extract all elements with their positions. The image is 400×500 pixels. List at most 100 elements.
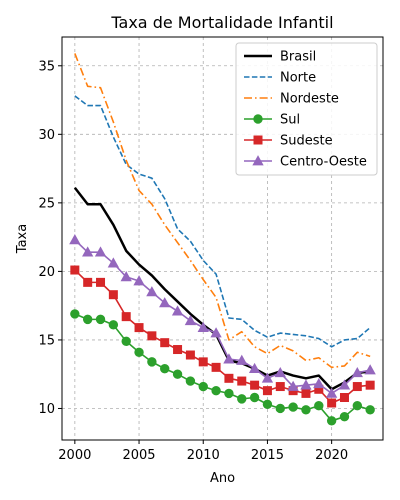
data-point-sul xyxy=(301,405,311,415)
data-point-centro-oeste xyxy=(287,380,299,391)
data-point-sudeste xyxy=(301,388,311,398)
data-point-sudeste xyxy=(121,312,131,322)
data-point-centro-oeste xyxy=(82,246,94,257)
series-sul xyxy=(70,309,375,426)
data-point-sul xyxy=(352,401,363,411)
data-point-sudeste xyxy=(327,398,337,408)
series-line-norte xyxy=(74,95,371,348)
data-point-sudeste xyxy=(224,373,234,383)
y-axis-label: Taxa xyxy=(15,224,30,254)
chart-title: Taxa de Mortalidade Infantil xyxy=(110,13,333,32)
data-point-sul xyxy=(185,376,196,386)
legend: Brasil Norte Nordeste Sul Sudeste Centro-Oest… xyxy=(235,42,378,176)
y-tick-label: 15 xyxy=(38,333,55,348)
legend-marker-sul xyxy=(253,114,263,124)
data-point-sul xyxy=(249,392,260,403)
data-point-sudeste xyxy=(160,338,170,348)
y-tick-label: 10 xyxy=(38,402,55,417)
series-norte xyxy=(74,95,371,348)
data-point-sul xyxy=(160,364,170,374)
data-point-centro-oeste xyxy=(197,321,209,332)
data-point-sudeste xyxy=(262,386,272,396)
data-point-sudeste xyxy=(250,380,260,390)
data-point-centro-oeste xyxy=(133,275,145,286)
legend-marker-sudeste xyxy=(253,135,263,145)
data-point-sudeste xyxy=(147,331,157,341)
data-point-sul xyxy=(82,314,93,325)
legend-label-centro-oeste: Centro-Oeste xyxy=(280,155,367,170)
legend-marker-centro-oeste xyxy=(252,155,264,166)
data-point-sudeste xyxy=(108,290,118,300)
x-axis-label: Ano xyxy=(210,471,235,486)
data-point-sul xyxy=(365,405,375,415)
data-point-centro-oeste xyxy=(171,305,184,316)
data-point-sul xyxy=(237,394,247,404)
series-centro-oeste xyxy=(69,234,376,398)
data-point-centro-oeste xyxy=(325,387,338,398)
legend-label-nordeste: Nordeste xyxy=(280,92,339,107)
data-point-centro-oeste xyxy=(236,354,248,365)
data-point-centro-oeste xyxy=(248,362,261,374)
data-point-sudeste xyxy=(70,265,80,275)
data-point-sul xyxy=(326,416,337,426)
data-point-sudeste xyxy=(352,382,362,392)
legend-label-norte: Norte xyxy=(280,71,316,86)
data-point-centro-oeste xyxy=(300,379,312,390)
data-point-sul xyxy=(262,399,273,410)
data-point-sul xyxy=(198,381,208,392)
data-point-sudeste xyxy=(339,393,349,403)
series-nordeste xyxy=(74,53,371,369)
series-line-nordeste xyxy=(74,53,371,369)
data-point-sul xyxy=(172,369,183,379)
data-point-sul xyxy=(70,309,80,319)
data-point-sudeste xyxy=(365,380,375,390)
x-tick-label: 2005 xyxy=(122,448,155,463)
data-point-sudeste xyxy=(83,277,93,287)
y-tick-label: 35 xyxy=(38,59,55,74)
data-point-centro-oeste xyxy=(184,314,197,326)
data-point-sudeste xyxy=(185,350,195,360)
y-tick-label: 25 xyxy=(38,196,55,211)
data-point-sul xyxy=(314,401,324,411)
data-point-sul xyxy=(121,336,131,347)
data-point-centro-oeste xyxy=(223,353,235,364)
data-point-centro-oeste xyxy=(159,297,171,308)
data-point-sudeste xyxy=(237,376,247,386)
series-group xyxy=(69,53,376,426)
data-point-sudeste xyxy=(198,357,208,367)
legend-box xyxy=(235,42,378,176)
data-point-centro-oeste xyxy=(261,372,274,383)
data-point-centro-oeste xyxy=(94,246,107,257)
x-tick-label: 2000 xyxy=(58,448,91,463)
data-point-sudeste xyxy=(211,362,221,372)
data-point-centro-oeste xyxy=(313,377,325,389)
data-point-centro-oeste xyxy=(274,367,286,378)
x-tick-label: 2010 xyxy=(187,448,220,463)
data-point-sul xyxy=(339,411,350,422)
data-point-sul xyxy=(108,320,119,330)
data-point-centro-oeste xyxy=(120,271,132,282)
data-point-centro-oeste xyxy=(210,327,222,338)
data-point-sudeste xyxy=(96,277,106,287)
data-point-sul xyxy=(275,403,285,414)
data-point-sul xyxy=(147,357,157,367)
data-point-sul xyxy=(288,402,298,412)
series-line-centro-oeste xyxy=(74,239,371,395)
plot-frame xyxy=(61,36,384,441)
data-point-sul xyxy=(211,385,221,396)
data-point-sudeste xyxy=(173,345,183,355)
data-point-sudeste xyxy=(275,382,285,392)
series-line-sul xyxy=(74,313,371,422)
data-point-sul xyxy=(224,388,234,399)
data-point-centro-oeste xyxy=(364,364,376,375)
data-point-sul xyxy=(134,347,144,357)
data-point-centro-oeste xyxy=(351,367,363,378)
y-tick-label: 30 xyxy=(38,128,55,143)
legend-label-sudeste: Sudeste xyxy=(280,134,333,149)
data-point-centro-oeste xyxy=(69,234,81,245)
series-brasil xyxy=(73,187,371,391)
data-point-centro-oeste xyxy=(338,379,351,390)
series-line-brasil xyxy=(73,187,371,391)
